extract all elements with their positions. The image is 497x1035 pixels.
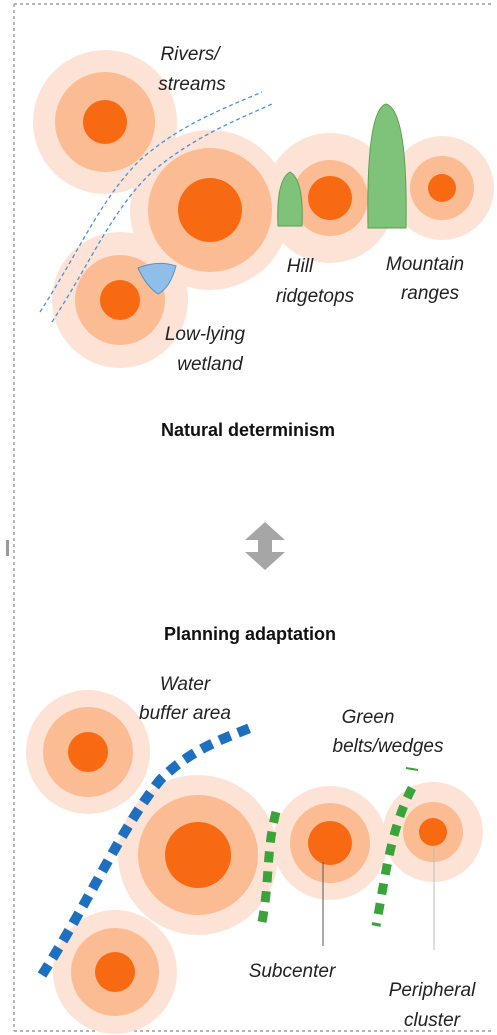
label: Peripheral — [389, 980, 476, 1001]
frame — [13, 3, 493, 1032]
hill — [277, 171, 303, 227]
core — [100, 280, 140, 320]
label: Water — [160, 674, 211, 695]
label: ranges — [401, 283, 460, 304]
core — [95, 952, 135, 992]
label: cluster — [404, 1010, 461, 1031]
core — [419, 818, 447, 846]
label: streams — [158, 74, 226, 95]
label: ridgetops — [276, 286, 355, 307]
clusters — [26, 50, 494, 1034]
green-wedge — [371, 785, 416, 927]
mountain — [367, 103, 407, 229]
label: Low-lying — [165, 324, 246, 345]
section-title: Natural determinism — [161, 420, 335, 440]
label: Mountain — [386, 254, 464, 275]
leader-line — [405, 767, 419, 771]
core — [308, 176, 352, 220]
section-title: Planning adaptation — [164, 624, 336, 644]
double-arrow — [245, 522, 285, 570]
river — [51, 103, 273, 323]
core — [178, 178, 242, 242]
water-buffer — [37, 723, 252, 978]
label: Hill — [287, 256, 314, 277]
river — [39, 91, 263, 313]
label: Rivers/ — [160, 44, 221, 65]
label: wetland — [177, 354, 244, 375]
edge-mark — [6, 540, 9, 556]
core — [308, 821, 352, 865]
core — [83, 100, 127, 144]
core — [428, 174, 456, 202]
labels: Rivers/streams Hill ridgetops Mountain range… — [139, 44, 476, 1031]
label: buffer area — [139, 703, 231, 724]
label: Subcenter — [249, 961, 336, 982]
label: belts/wedges — [333, 736, 444, 757]
core — [68, 732, 108, 772]
label: Green — [342, 707, 395, 728]
core — [165, 822, 231, 888]
wetland — [137, 262, 177, 295]
